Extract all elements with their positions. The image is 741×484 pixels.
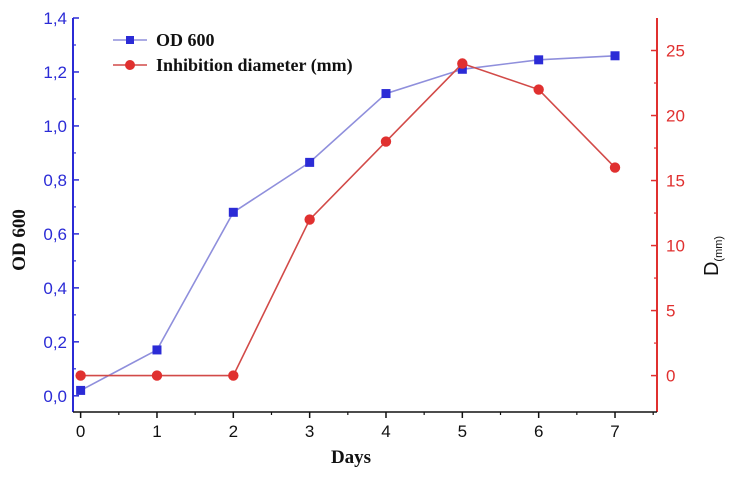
data-point-inhibition: [304, 214, 315, 225]
left-y-axis-title: OD 600: [9, 209, 30, 271]
x-tick-label: 2: [229, 422, 238, 441]
series-line-od600: [80, 54, 616, 392]
x-tick-label: 5: [458, 422, 467, 441]
left-y-tick-label: 0,2: [43, 333, 67, 352]
left-y-tick-label: 0,0: [43, 387, 67, 406]
left-y-tick-label: 0,4: [43, 279, 67, 298]
x-tick-label: 7: [610, 422, 619, 441]
data-point-od600: [457, 64, 467, 74]
x-tick-label: 0: [76, 422, 85, 441]
left-y-tick-label: 0,8: [43, 171, 67, 190]
legend-marker-od600: [126, 36, 134, 44]
right-y-tick-label: 20: [666, 107, 685, 126]
data-point-od600: [152, 345, 162, 355]
data-point-inhibition: [75, 370, 86, 381]
right-y-tick-label: 0: [666, 367, 675, 386]
legend: OD 600 Inhibition diameter (mm): [113, 30, 353, 76]
right-y-axis-title: D(mm): [701, 236, 725, 276]
data-point-od600: [76, 385, 86, 395]
data-point-od600: [534, 55, 544, 65]
right-y-tick-label: 10: [666, 237, 685, 256]
right-y-tick-label: 5: [666, 302, 675, 321]
right-y-tick-label: 25: [666, 42, 685, 61]
data-point-inhibition: [228, 370, 239, 381]
x-axis-title: Days: [331, 447, 371, 468]
left-y-tick-label: 1,4: [43, 9, 67, 28]
data-point-od600: [228, 207, 238, 217]
x-tick-label: 6: [534, 422, 543, 441]
data-point-inhibition: [380, 136, 392, 147]
legend-label-od600: OD 600: [156, 30, 215, 50]
data-point-inhibition: [151, 370, 163, 381]
right-y-tick-label: 15: [666, 172, 685, 191]
series-layer: [75, 51, 621, 395]
legend-label-inhibition: Inhibition diameter (mm): [156, 55, 353, 76]
data-point-inhibition: [457, 58, 468, 69]
x-ticks: 0 1 2 3 4 5 6 7: [76, 412, 654, 441]
x-tick-label: 3: [305, 422, 314, 441]
left-y-ticks: 0,0 0,2 0,4 0,6 0,8 1,0 1,2 1,4: [43, 9, 79, 406]
data-point-od600: [305, 157, 315, 167]
data-point-od600: [381, 89, 391, 99]
left-y-tick-label: 0,6: [43, 225, 67, 244]
left-y-tick-label: 1,0: [43, 117, 67, 136]
x-tick-label: 4: [381, 422, 390, 441]
right-y-axis-title-main: D: [701, 262, 723, 276]
data-point-od600: [610, 51, 620, 61]
data-point-inhibition: [533, 84, 544, 95]
right-y-ticks: 0 5 10 15 20 25: [651, 42, 685, 386]
series-line-inhibition: [80, 62, 616, 377]
x-tick-label: 1: [152, 422, 161, 441]
left-y-tick-label: 1,2: [43, 63, 67, 82]
data-point-inhibition: [609, 162, 621, 173]
right-y-axis-title-subscript: (mm): [713, 236, 725, 262]
legend-marker-inhibition: [125, 60, 135, 70]
